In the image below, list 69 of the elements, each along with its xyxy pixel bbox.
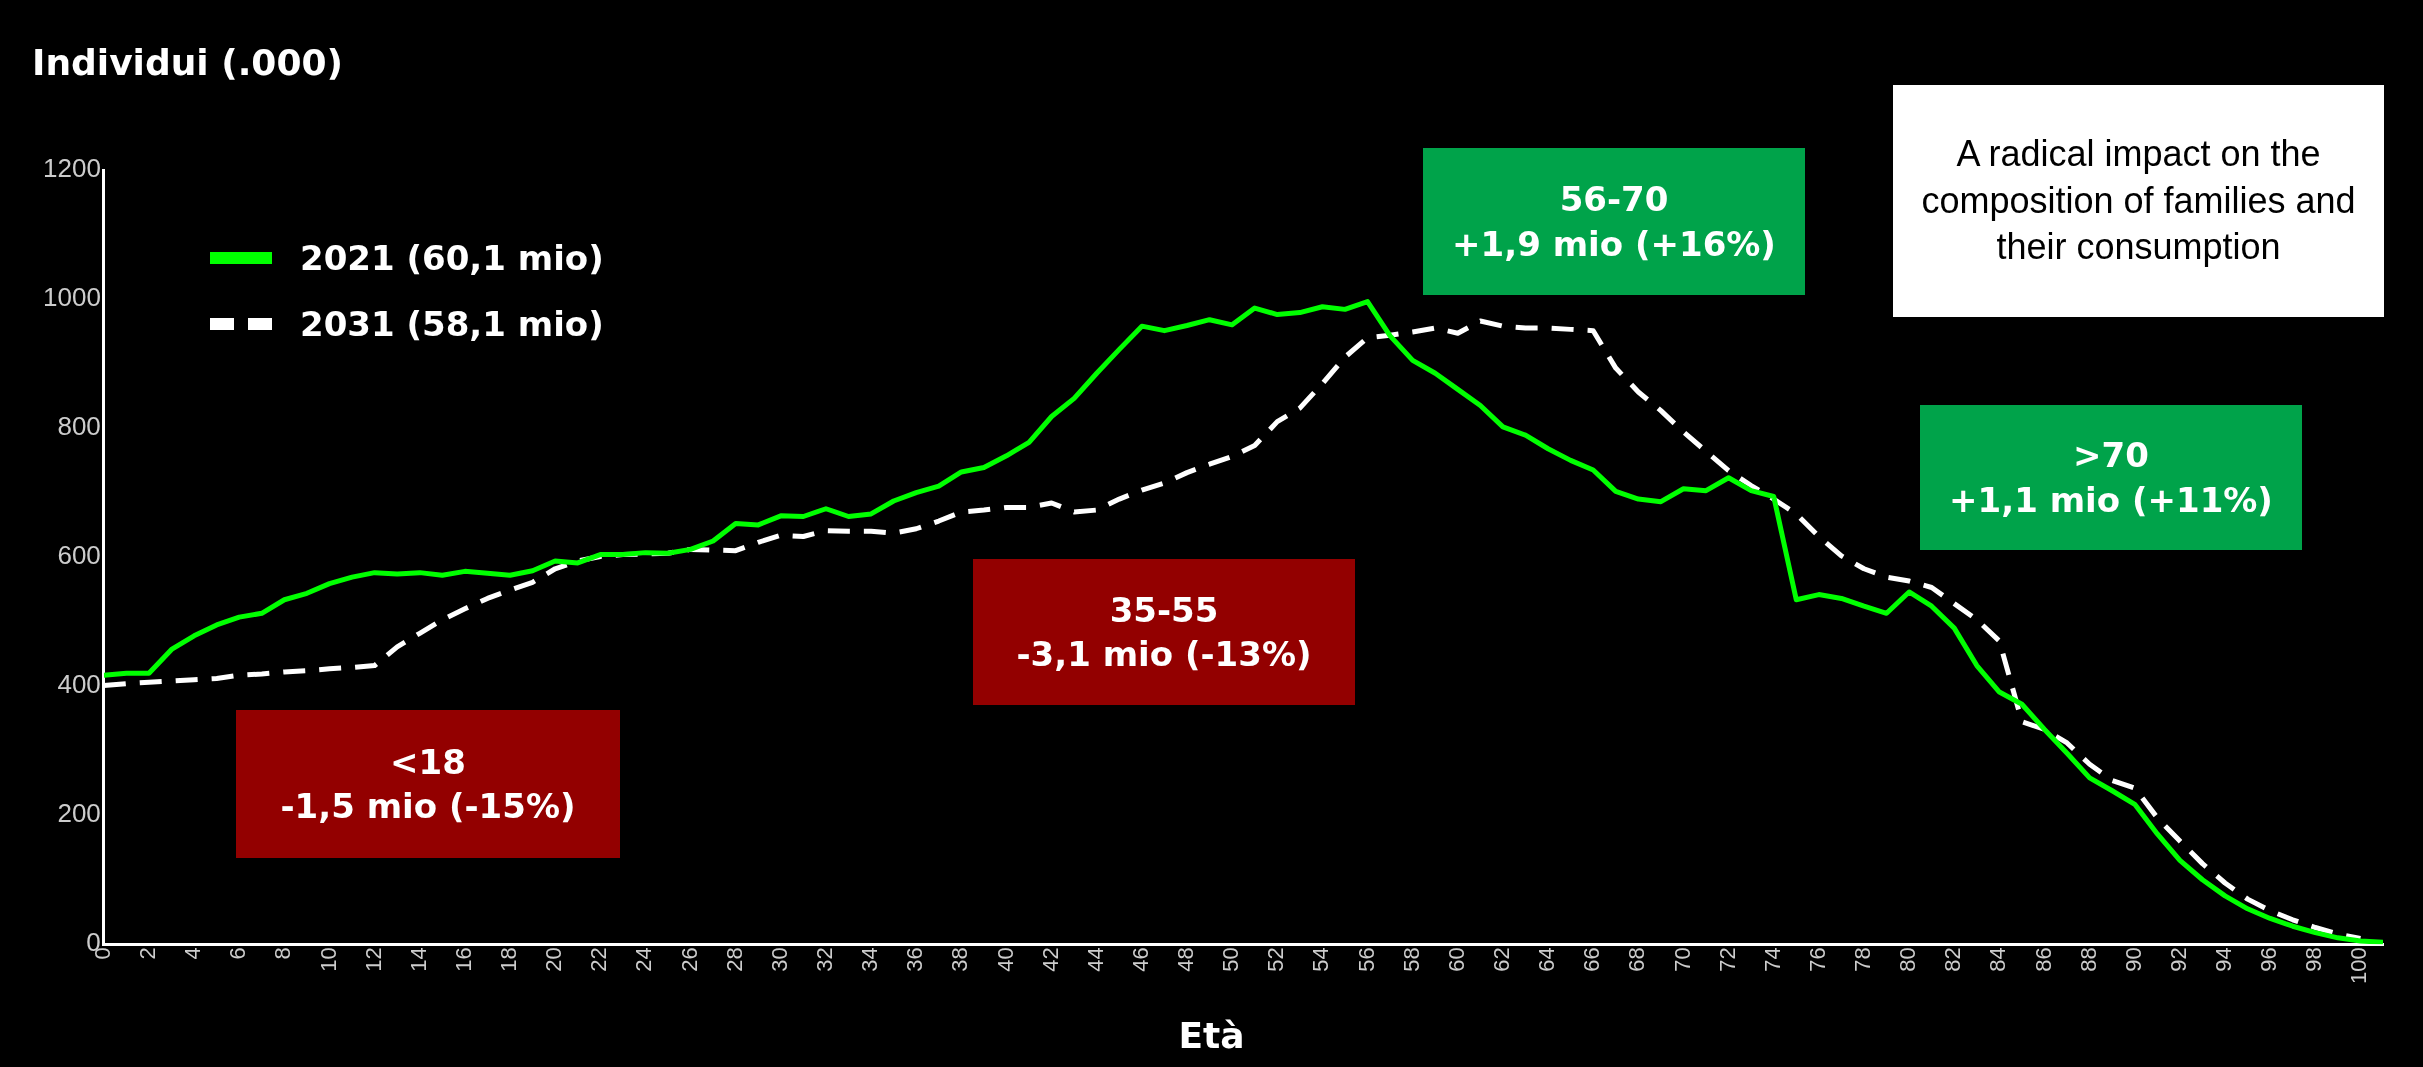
x-tick-label: 46 <box>1127 947 1153 972</box>
note-box: <18 -1,5 mio (-15%) <box>236 710 620 858</box>
x-tick-label: 16 <box>450 947 476 972</box>
x-tick-label: 100 <box>2346 947 2372 985</box>
x-tick-label: 12 <box>360 947 386 972</box>
note-box: 35-55 -3,1 mio (-13%) <box>973 559 1355 705</box>
x-tick-label: 82 <box>1940 947 1966 972</box>
y-axis-title: Individui (.000) <box>32 42 343 83</box>
y-tick-label: 1000 <box>43 282 101 313</box>
x-tick-label: 70 <box>1669 947 1695 972</box>
note-box: A radical impact on the composition of families and their consumption <box>1893 85 2384 317</box>
x-tick-label: 38 <box>947 947 973 972</box>
x-tick-label: 84 <box>1985 947 2011 972</box>
annotation: <18 -1,5 mio (-15%) <box>280 740 576 828</box>
x-tick-label: 56 <box>1353 947 1379 972</box>
x-tick-label: 96 <box>2256 947 2282 972</box>
x-tick-label: 86 <box>2030 947 2056 972</box>
x-tick-label: 40 <box>992 947 1018 972</box>
x-tick-label: 34 <box>857 947 883 972</box>
note-box: 56-70 +1,9 mio (+16%) <box>1423 148 1805 295</box>
y-tick-label: 400 <box>57 669 101 700</box>
note-box: >70 +1,1 mio (+11%) <box>1920 405 2302 550</box>
x-tick-label: 68 <box>1624 947 1650 972</box>
x-tick-label: 60 <box>1443 947 1469 972</box>
x-tick-label: 30 <box>766 947 792 972</box>
x-tick-label: 44 <box>1082 947 1108 972</box>
y-tick-label: 200 <box>57 798 101 829</box>
x-tick-label: 24 <box>631 947 657 972</box>
x-tick-label: 18 <box>496 947 522 972</box>
x-tick-label: 4 <box>180 947 206 960</box>
x-tick-label: 26 <box>676 947 702 972</box>
legend-label: 2031 (58,1 mio) <box>300 304 604 344</box>
x-tick-label: 94 <box>2211 947 2237 972</box>
x-tick-label: 20 <box>541 947 567 972</box>
x-axis-title: Età <box>1177 1015 1246 1056</box>
x-tick-label: 36 <box>902 947 928 972</box>
x-tick-label: 14 <box>405 947 431 972</box>
x-tick-label: 48 <box>1173 947 1199 972</box>
x-tick-label: 28 <box>721 947 747 972</box>
x-tick-label: 58 <box>1398 947 1424 972</box>
annotation: 56-70 +1,9 mio (+16%) <box>1452 178 1776 266</box>
x-tick-label: 6 <box>225 947 251 960</box>
x-tick-label: 78 <box>1850 947 1876 972</box>
annotation: >70 +1,1 mio (+11%) <box>1949 434 2273 522</box>
x-tick-label: 8 <box>270 947 296 960</box>
x-tick-label: 74 <box>1759 947 1785 972</box>
legend-label: 2021 (60,1 mio) <box>300 238 604 278</box>
x-tick-label: 88 <box>2075 947 2101 972</box>
annotation: 35-55 -3,1 mio (-13%) <box>1016 588 1312 676</box>
x-tick-label: 76 <box>1804 947 1830 972</box>
x-tick-label: 32 <box>812 947 838 972</box>
x-tick-label: 42 <box>1037 947 1063 972</box>
y-tick-label: 800 <box>57 411 101 442</box>
x-tick-label: 62 <box>1488 947 1514 972</box>
x-tick-label: 80 <box>1895 947 1921 972</box>
x-tick-label: 50 <box>1218 947 1244 972</box>
y-tick-label: 600 <box>57 540 101 571</box>
x-tick-label: 54 <box>1308 947 1334 972</box>
x-tick-label: 10 <box>315 947 341 972</box>
x-tick-label: 22 <box>586 947 612 972</box>
x-tick-label: 72 <box>1714 947 1740 972</box>
x-tick-label: 90 <box>2120 947 2146 972</box>
y-tick-label: 1200 <box>43 153 101 184</box>
x-tick-label: 66 <box>1579 947 1605 972</box>
x-tick-label: 64 <box>1534 947 1560 972</box>
x-tick-label: 92 <box>2165 947 2191 972</box>
x-tick-label: 98 <box>2301 947 2327 972</box>
x-tick-label: 52 <box>1263 947 1289 972</box>
x-tick-label: 2 <box>135 947 161 960</box>
